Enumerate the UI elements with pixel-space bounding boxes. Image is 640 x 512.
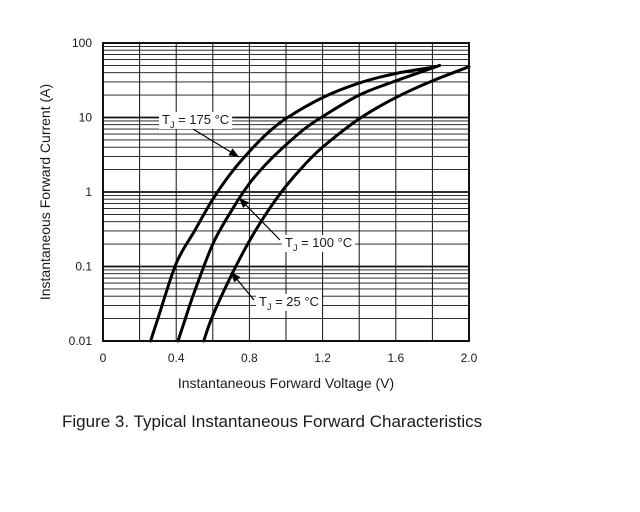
y-tick-label: 10 <box>79 111 93 125</box>
y-tick-label: 0.01 <box>69 334 93 348</box>
plot-annotations: TJ = 175 °C TJ = 100 °C TJ = 25 °C <box>159 112 356 312</box>
x-tick-label: 1.6 <box>387 351 404 365</box>
annotation-label-bg <box>282 235 356 252</box>
plot-grid <box>102 42 470 342</box>
x-tick-label: 0 <box>100 351 107 365</box>
figure-caption: Figure 3. Typical Instantaneous Forward … <box>62 412 483 431</box>
annotation-label-bg <box>159 112 233 129</box>
x-tick-label: 0.8 <box>241 351 258 365</box>
annotation-label-bg <box>256 294 322 311</box>
annotation-arrowhead <box>228 148 239 157</box>
annotation-arrowhead <box>231 272 241 283</box>
series-annotation-2: TJ = 25 °C <box>230 271 322 312</box>
x-tick-label: 1.2 <box>314 351 331 365</box>
forward-characteristics-chart: TJ = 175 °C TJ = 100 °C TJ = 25 °C 0 0.4 0.8… <box>37 36 478 391</box>
y-tick-label: 0.1 <box>75 260 92 274</box>
series-annotation-1: TJ = 100 °C <box>238 197 356 253</box>
y-axis-label: Instantaneous Forward Current (A) <box>37 84 53 300</box>
series-line-2 <box>202 65 471 343</box>
series-annotation-0: TJ = 175 °C <box>159 112 240 158</box>
annotation-label: TJ = 100 °C <box>285 235 352 253</box>
y-tick-label: 1 <box>85 185 92 199</box>
annotation-arrowhead <box>239 198 249 208</box>
annotation-label: TJ = 175 °C <box>162 112 229 130</box>
y-tick-labels: 100 10 1 0.1 0.01 <box>69 36 93 348</box>
series-line-1 <box>176 63 442 343</box>
x-tick-label: 2.0 <box>461 351 478 365</box>
x-tick-label: 0.4 <box>168 351 185 365</box>
x-tick-labels: 0 0.4 0.8 1.2 1.6 2.0 <box>100 351 478 365</box>
x-axis-label: Instantaneous Forward Voltage (V) <box>178 375 394 391</box>
y-tick-label: 100 <box>72 36 92 50</box>
plot-frame <box>102 42 470 342</box>
series-line-0 <box>149 65 434 343</box>
annotation-label: TJ = 25 °C <box>259 294 319 312</box>
plot-curves <box>149 63 471 343</box>
